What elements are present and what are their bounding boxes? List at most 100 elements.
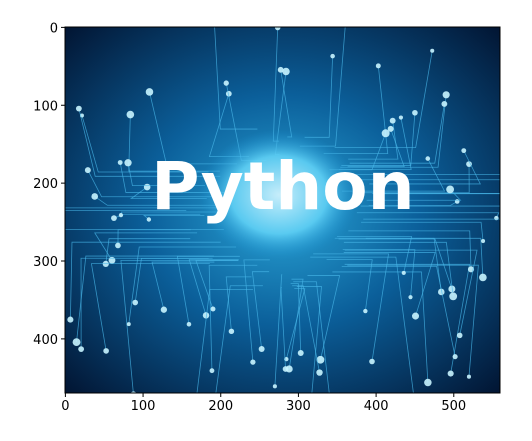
circuit-node [225,90,232,97]
circuit-node [430,48,435,53]
circuit-node [466,374,472,379]
circuit-trace [274,274,283,387]
circuit-trace [341,112,416,166]
circuit-node [210,306,216,312]
circuit-trace [129,186,207,199]
circuit-node [211,7,216,12]
brain-glow [199,129,360,260]
circuit-trace [105,238,191,264]
circuit-node [389,117,396,124]
circuit-node [398,115,404,120]
circuit-trace [76,255,214,343]
circuit-node [375,63,381,69]
circuit-trace [128,114,220,172]
circuit-node [272,384,277,389]
circuit-trace [225,276,252,332]
circuit-node [67,316,74,323]
circuit-trace [348,120,399,160]
circuit-trace [117,229,191,246]
circuit-node [456,332,463,339]
circuit-trace [307,275,341,360]
circuit-node [381,129,390,138]
circuit-trace [352,174,500,175]
y-tick-label: 100 [33,99,58,114]
circuit-node [118,213,124,218]
circuit-node [316,355,325,364]
circuit-trace [344,249,478,336]
circuit-node [282,67,290,76]
circuit-node [481,239,486,244]
circuit-trace [90,263,210,351]
circuit-node [40,287,47,294]
circuit-trace [334,50,433,149]
circuit-node [412,400,416,404]
x-tick-label: 0 [61,399,69,414]
circuit-trace [332,271,429,383]
circuit-node [401,270,406,275]
circuit-trace [285,288,306,360]
circuit-trace [313,253,390,362]
circuit-trace [134,258,209,303]
circuit-trace [338,238,453,290]
circuit-node [369,358,375,365]
circuit-node [192,402,199,409]
axes-frame [64,26,501,394]
circuit-trace [344,263,470,374]
circuit-trace [127,162,205,186]
circuit-node [452,354,458,360]
circuit-node [441,100,448,107]
circuit-trace [120,259,239,393]
circuit-node [146,217,152,222]
circuit-node [258,345,265,352]
circuit-node [446,185,455,194]
circuit-node [75,105,82,112]
circuit-trace [342,158,446,192]
y-tick-label: 400 [33,333,58,348]
circuit-trace [349,103,445,164]
circuit-trace [336,236,413,274]
image-text: Python [151,148,414,225]
circuit-node [115,242,121,249]
circuit-node [508,107,512,111]
circuit-node [454,199,460,204]
circuit-node [479,273,487,282]
circuit-node [449,292,458,301]
circuit-node [424,378,432,387]
circuit-node [132,299,139,306]
circuit-trace [65,210,187,211]
circuit-node [297,350,304,356]
circuit-node [186,321,192,327]
x-tick-label: 500 [441,399,466,414]
circuit-node [78,346,85,353]
circuit-trace [113,213,201,219]
circuit-node [228,328,235,335]
circuit-trace [280,287,286,369]
circuit-node [84,167,91,174]
circuit-trace [347,264,479,377]
circuit-trace [369,150,481,185]
circuit-node [412,109,418,116]
circuit-node [442,91,450,99]
circuit-node [461,148,467,154]
circuit-node [411,312,420,320]
circuit-trace [360,205,500,207]
x-tick-label: 200 [208,399,233,414]
circuit-node [143,183,151,191]
circuit-trace [128,246,237,325]
circuit-trace [176,255,240,325]
circuit-node [124,159,132,167]
circuit-node [363,308,368,314]
circuit-trace [196,288,253,393]
circuit-node [37,199,43,205]
circuit-trace [323,65,389,155]
circuit-trace [368,201,458,207]
circuit-trace [341,266,456,357]
circuit-node [306,415,313,422]
circuit-trace [288,278,304,370]
circuit-trace [326,259,373,312]
circuit-node [387,125,394,132]
circuit-node [130,391,137,393]
circuit-node [145,88,154,96]
circuit-trace [94,232,198,261]
circuit-trace [293,281,330,393]
